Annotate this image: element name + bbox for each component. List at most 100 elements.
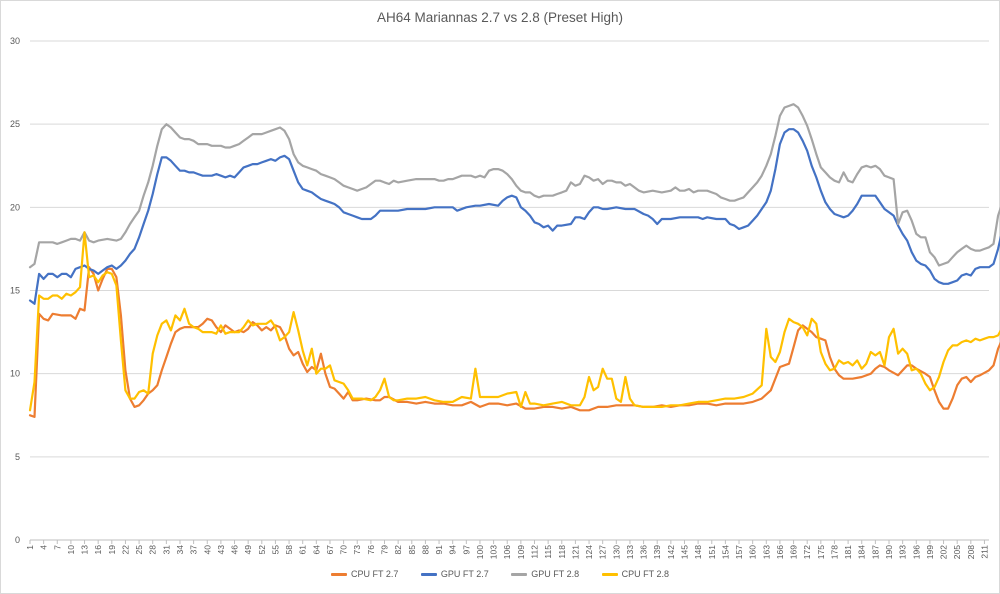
x-tick-label: 190 [884, 545, 894, 559]
x-tick-label: 166 [775, 545, 785, 559]
x-tick-label: 160 [748, 545, 758, 559]
x-tick-label: 55 [270, 545, 280, 555]
x-tick-label: 208 [966, 545, 976, 559]
x-tick-label: 70 [339, 545, 349, 555]
y-tick-label: 0 [15, 535, 20, 545]
x-tick-label: 64 [311, 545, 321, 555]
x-tick-label: 10 [66, 545, 76, 555]
x-tick-label: 103 [489, 545, 499, 559]
legend: CPU FT 2.7 GPU FT 2.7 GPU FT 2.8 CPU FT … [0, 569, 1000, 579]
x-tick-label: 148 [693, 545, 703, 559]
series-lines [28, 103, 1000, 418]
x-tick-label: 118 [557, 545, 567, 559]
x-tick-label: 139 [652, 545, 662, 559]
legend-item-cpu-ft-28: CPU FT 2.8 [601, 569, 669, 579]
x-tick-label: 112 [529, 545, 539, 559]
x-tick-label: 151 [707, 545, 717, 559]
x-tick-label: 127 [598, 545, 608, 559]
x-tick-label: 4 [39, 545, 49, 550]
x-tick-label: 13 [80, 545, 90, 555]
x-tick-label: 82 [393, 545, 403, 555]
x-tick-label: 37 [189, 545, 199, 555]
x-tick-label: 211 [979, 545, 989, 559]
x-tick-label: 85 [407, 545, 417, 555]
x-tick-label: 169 [789, 545, 799, 559]
legend-item-cpu-ft-27: CPU FT 2.7 [331, 569, 398, 579]
x-tick-label: 73 [352, 545, 362, 555]
x-tick-label: 16 [93, 545, 103, 555]
x-tick-label: 61 [298, 545, 308, 555]
legend-swatch-gpu-ft-28 [511, 573, 528, 577]
x-tick-label: 76 [366, 545, 376, 555]
legend-swatch-gpu-ft-27 [420, 573, 437, 577]
legend-label-gpu-ft-27: GPU FT 2.7 [440, 569, 489, 579]
legend-label-gpu-ft-28: GPU FT 2.8 [531, 569, 580, 579]
x-tick-label: 19 [107, 545, 117, 555]
y-tick-label: 30 [10, 36, 20, 46]
x-tick-label: 196 [911, 545, 921, 559]
series-line-cpu-ft-2-8 [28, 231, 1000, 412]
x-tick-label: 163 [761, 545, 771, 559]
x-tick-label: 40 [202, 545, 212, 555]
x-tick-label: 49 [243, 545, 253, 555]
x-tick-label: 121 [570, 545, 580, 559]
x-tick-label: 178 [829, 545, 839, 559]
chart-title: AH64 Mariannas 2.7 vs 2.8 (Preset High) [376, 10, 624, 25]
x-tick-label: 181 [843, 545, 853, 559]
x-tick-label: 31 [161, 545, 171, 555]
x-tick-label: 97 [461, 545, 471, 555]
x-tick-label: 88 [420, 545, 430, 555]
x-tick-label: 157 [734, 545, 744, 559]
x-tick-label: 22 [120, 545, 130, 555]
legend-item-gpu-ft-27: GPU FT 2.7 [420, 569, 489, 579]
x-tick-label: 136 [639, 545, 649, 559]
x-tick-label: 43 [216, 545, 226, 555]
x-tick-label: 100 [475, 545, 485, 559]
y-tick-label: 5 [15, 452, 20, 462]
x-tick-label: 187 [870, 545, 880, 559]
x-tick-label: 28 [148, 545, 158, 555]
y-tick-label: 15 [10, 286, 20, 296]
x-tick-label: 130 [611, 545, 621, 559]
x-tick-label: 154 [720, 545, 730, 559]
x-tick-label: 202 [939, 545, 949, 559]
x-tick-label: 133 [625, 545, 635, 559]
x-tick-label: 25 [134, 545, 144, 555]
x-tick-label: 172 [802, 545, 812, 559]
x-tick-label: 79 [380, 545, 390, 555]
y-axis: 0 5 10 15 20 25 30 [10, 36, 20, 545]
legend-label-cpu-ft-28: CPU FT 2.8 [621, 569, 669, 579]
legend-swatch-cpu-ft-27 [331, 573, 347, 577]
x-tick-label: 175 [816, 545, 826, 559]
series-line-gpu-ft-2-7 [28, 128, 1000, 305]
gridlines [30, 40, 989, 541]
x-tick-label: 193 [898, 545, 908, 559]
y-tick-label: 20 [10, 202, 20, 212]
x-tick-label: 142 [666, 545, 676, 559]
legend-label-cpu-ft-27: CPU FT 2.7 [351, 569, 399, 579]
x-tick-label: 58 [284, 545, 294, 555]
x-tick-label: 91 [434, 545, 444, 555]
x-tick-label: 94 [448, 545, 458, 555]
x-tick-label: 1 [25, 545, 35, 550]
legend-swatch-cpu-ft-28 [601, 573, 618, 577]
x-tick-label: 67 [325, 545, 335, 555]
series-line-gpu-ft-2-8 [28, 103, 1000, 269]
x-tick-label: 184 [857, 545, 867, 559]
x-tick-label: 115 [543, 545, 553, 559]
legend-item-gpu-ft-28: GPU FT 2.8 [511, 569, 579, 579]
y-tick-label: 25 [10, 119, 20, 129]
x-tick-label: 199 [925, 545, 935, 559]
x-tick-label: 106 [502, 545, 512, 559]
x-tick-label: 205 [952, 545, 962, 559]
x-tick-label: 7 [52, 545, 62, 550]
x-tick-label: 109 [516, 545, 526, 559]
x-tick-label: 124 [584, 545, 594, 559]
x-tick-label: 52 [257, 545, 267, 555]
x-tick-label: 46 [230, 545, 240, 555]
x-tick-label: 34 [175, 545, 185, 555]
y-tick-label: 10 [10, 369, 20, 379]
x-tick-label: 145 [679, 545, 689, 559]
